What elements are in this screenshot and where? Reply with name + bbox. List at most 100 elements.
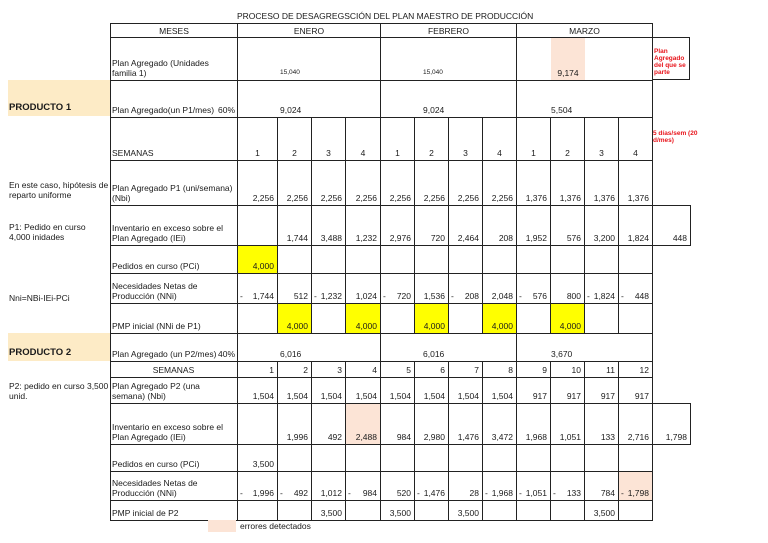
cell-text: 9 <box>542 365 547 375</box>
cell-text: 1,996 <box>286 432 308 442</box>
cell-text: 917 <box>634 391 649 401</box>
nni-label: Necesidades Netas de Producción (NNi) <box>110 273 238 304</box>
week-value-cell: 1,968 <box>516 403 551 445</box>
month-value-cell: 9,024 <box>380 80 517 118</box>
week-value-cell: 1,024 <box>345 273 381 304</box>
week-value-cell <box>618 303 653 334</box>
week-value-cell: 1,051 <box>550 403 585 445</box>
cell-text: 3,500 <box>252 459 274 469</box>
week-value-cell: 133 <box>584 403 619 445</box>
week-value-cell: - 984 <box>345 471 381 501</box>
week-value-cell: 2,256 <box>414 160 449 206</box>
producto1-label: PRODUCTO 1 <box>8 80 110 116</box>
week-value-cell <box>516 500 551 521</box>
cell-text: 1,504 <box>423 391 445 401</box>
week-value-cell: 1,824 <box>618 205 653 246</box>
cell-text: Pedidos en curso (PCi) <box>112 261 200 271</box>
week-value: 1,476 <box>423 488 445 498</box>
cell-text: 2,976 <box>389 233 411 243</box>
plan_mes-label: Plan Agregado (un P2/mes) 40% <box>110 333 238 362</box>
negative-sign: - <box>519 488 522 498</box>
negative-sign: - <box>240 291 243 301</box>
pci-label: Pedidos en curso (PCi) <box>110 444 238 472</box>
negative-sign: - <box>280 488 283 498</box>
week-value-cell: 917 <box>516 377 551 404</box>
week-value: 1,232 <box>320 291 342 301</box>
cell-text: MESES <box>159 25 189 36</box>
carryover-cell: 448 <box>652 205 691 246</box>
cell-text: 208 <box>498 233 513 243</box>
cell-text: 1,024 <box>355 291 377 301</box>
iei-label: Inventario en exceso sobre el Plan Agreg… <box>110 205 238 246</box>
cell-text: 1,536 <box>423 291 445 301</box>
cell-text: MARZO <box>569 25 600 36</box>
week-value: 448 <box>634 291 649 301</box>
week-value-cell <box>237 303 278 334</box>
negative-sign: - <box>485 488 488 498</box>
page-title: PROCESO DE DESAGREGSCIÓN DEL PLAN MAESTR… <box>237 11 534 21</box>
cell-text: 1 <box>531 148 536 158</box>
week-value-cell: 1,504 <box>414 377 449 404</box>
week-value-cell: 2,048 <box>482 273 517 304</box>
pmp-label: PMP inicial de P2 <box>110 500 238 521</box>
month-value-cell: 6,016 <box>237 333 381 362</box>
cell-text: 2 <box>429 148 434 158</box>
week-value-cell: -133 <box>550 471 585 501</box>
week-value-cell: 2,488 <box>345 403 381 445</box>
cell-text: 2,048 <box>491 291 513 301</box>
month-value: 9,024 <box>280 105 302 115</box>
week-value-cell: 2 <box>550 117 585 161</box>
week-value-cell: 917 <box>618 377 653 404</box>
cell-text: 2,716 <box>627 432 649 442</box>
cell-text: 1,504 <box>252 391 274 401</box>
week-value-cell: 2,980 <box>414 403 449 445</box>
cell-text: 4,000 <box>286 321 308 331</box>
cell-text: FEBRERO <box>427 25 470 36</box>
week-value-cell: 2,256 <box>311 160 346 206</box>
week-value-cell: 4,000 <box>277 303 312 334</box>
week-value: 720 <box>396 291 411 301</box>
plan-origen-annotation: Plan Agregado del que se parte <box>652 37 690 80</box>
cell-text: 2,256 <box>389 193 411 203</box>
week-value-cell <box>516 444 551 472</box>
cell-text: PMP inicial (NNi de P1) <box>112 321 201 331</box>
week-value-cell: 1,952 <box>516 205 551 246</box>
week-value-cell: 3,472 <box>482 403 517 445</box>
week-value-cell: 4,000 <box>550 303 585 334</box>
cell-text: 800 <box>566 291 581 301</box>
week-value-cell: 576 <box>550 205 585 246</box>
cell-text: 4 <box>497 148 502 158</box>
week-value-cell: 1 <box>237 361 278 378</box>
cell-text: 2,256 <box>423 193 445 203</box>
month-value: 9,174 <box>551 38 585 80</box>
cell-text: 4,000 <box>252 261 274 271</box>
week-value-cell <box>345 444 381 472</box>
month-header-0: ENERO <box>237 23 381 38</box>
cell-text: 2,980 <box>423 432 445 442</box>
cell-text: 917 <box>566 391 581 401</box>
cell-text: SEMANAS <box>152 365 195 375</box>
week-value-cell: 7 <box>448 361 483 378</box>
week-value-cell <box>311 444 346 472</box>
cell-text: 6 <box>440 365 445 375</box>
error-legend-label: errores detectados <box>240 521 311 531</box>
month-header-1: FEBRERO <box>380 23 517 38</box>
week-value-cell <box>618 444 653 472</box>
cell-text: 4 <box>372 365 377 375</box>
week-value-cell: 1,504 <box>277 377 312 404</box>
week-value-cell: 984 <box>380 403 415 445</box>
cell-text: 3,488 <box>320 233 342 243</box>
cell-text: 4,000 <box>491 321 513 331</box>
month-value: 15,040 <box>423 69 443 76</box>
cell-text: 1,012 <box>320 488 342 498</box>
week-value-cell: 4,000 <box>482 303 517 334</box>
cell-text: 28 <box>469 488 479 498</box>
negative-sign: - <box>621 291 624 301</box>
cell-text: 2,256 <box>491 193 513 203</box>
week-value-cell <box>277 500 312 521</box>
cell-text: 7 <box>474 365 479 375</box>
nni-label: Necesidades Netas de Producción (NNi) <box>110 471 238 501</box>
cell-text: 2,464 <box>457 233 479 243</box>
week-value-cell: 917 <box>550 377 585 404</box>
week-value-cell: 2 <box>277 117 312 161</box>
